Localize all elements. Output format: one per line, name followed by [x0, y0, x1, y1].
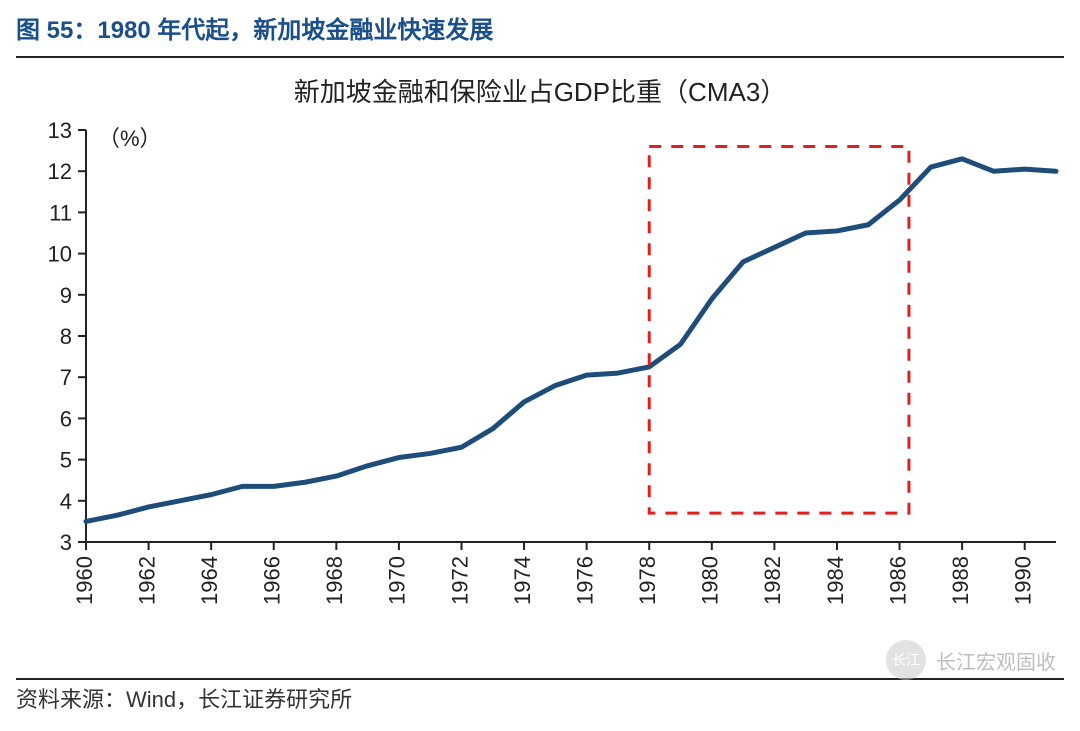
watermark-label: 长江宏观固收: [936, 646, 1056, 675]
y-tick-label: 3: [60, 530, 72, 555]
source-citation: 资料来源：Wind，长江证券研究所: [16, 682, 352, 714]
x-tick-label: 1990: [1011, 556, 1036, 605]
x-tick-label: 1964: [197, 556, 222, 605]
x-tick-label: 1984: [823, 556, 848, 605]
x-tick-label: 1986: [885, 556, 910, 605]
x-tick-label: 1970: [385, 556, 410, 605]
x-tick-label: 1974: [510, 556, 535, 605]
watermark: 长江 长江宏观固收: [886, 640, 1056, 680]
y-tick-label: 5: [60, 448, 72, 473]
y-tick-label: 13: [48, 118, 72, 143]
data-line: [86, 159, 1056, 522]
y-tick-label: 8: [60, 324, 72, 349]
line-chart: 3 4 5 6 7 8 9 10 11 12 13 （%） 1960 1962 1964 1966 1968 19…: [16, 110, 1064, 660]
x-tick-label: 1968: [322, 556, 347, 605]
y-tick-label: 11: [49, 200, 72, 225]
chart-title: 新加坡金融和保险业占GDP比重（CMA3）: [0, 72, 1080, 109]
y-tick-label: 7: [60, 365, 72, 390]
x-tick-label: 1980: [698, 556, 723, 605]
figure-caption: 图 55：1980 年代起，新加坡金融业快速发展: [16, 10, 493, 45]
y-tick-label: 4: [60, 489, 72, 514]
y-tick-label: 9: [60, 283, 72, 308]
y-tick-label: 6: [60, 406, 72, 431]
x-tick-label: 1976: [572, 556, 597, 605]
divider-top: [16, 56, 1064, 58]
x-tick-label: 1978: [635, 556, 660, 605]
x-tick-label: 1988: [948, 556, 973, 605]
watermark-icon: 长江: [886, 640, 926, 680]
x-tick-label: 1966: [260, 556, 285, 605]
y-unit-label: （%）: [98, 126, 162, 151]
x-tick-label: 1972: [447, 556, 472, 605]
x-tick-label: 1960: [72, 556, 97, 605]
y-tick-label: 10: [48, 242, 72, 267]
x-tick-label: 1982: [760, 556, 785, 605]
x-tick-label: 1962: [134, 556, 159, 605]
y-tick-label: 12: [48, 159, 72, 184]
